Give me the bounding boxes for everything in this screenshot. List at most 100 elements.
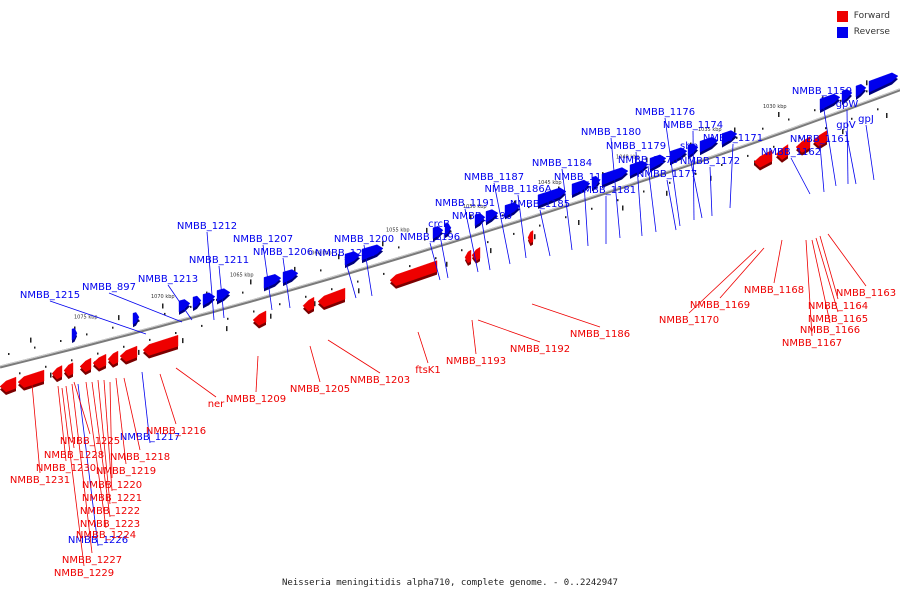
reverse-gene-arrow: [178, 299, 191, 313]
forward-gene-arrow: [0, 376, 17, 393]
leader-line: [805, 239, 813, 337]
leader-line: [539, 209, 551, 257]
axis-major-tick: [382, 241, 384, 247]
axis-minor-tick: [279, 303, 281, 306]
leader-line: [159, 373, 177, 425]
axis-minor-tick: [71, 359, 73, 362]
leader-line: [481, 221, 491, 271]
leader-line: [85, 381, 107, 529]
leader-line: [31, 383, 41, 474]
axis-minor-tick: [175, 332, 177, 334]
axis-tick-label: 1065 kbp: [230, 273, 254, 279]
reverse-gene-arrow: [192, 295, 202, 309]
axis-major-tick: [866, 80, 868, 86]
forward-gene-label: NMBB_1227: [62, 555, 122, 566]
leader-line: [819, 235, 839, 300]
axis-minor-tick: [45, 365, 47, 368]
legend-item-reverse: Reverse: [836, 24, 890, 40]
leader-line: [688, 151, 703, 219]
axis-major-tick: [50, 372, 52, 378]
forward-gene-label: NMBB_1219: [96, 466, 156, 477]
reverse-gene-arrow: [216, 288, 231, 302]
leader-line: [344, 258, 357, 299]
axis-major-tick: [446, 261, 448, 267]
axis-minor-tick: [591, 207, 593, 210]
reverse-gene-label: NMBB_1185: [510, 199, 570, 210]
axis-major-tick: [314, 301, 316, 307]
leader-line: [77, 383, 99, 547]
axis-tick-label: 1075 kbp: [74, 314, 98, 320]
axis-major-tick: [470, 214, 472, 220]
forward-gene-arrow: [464, 249, 472, 264]
forward-gene-arrow: [775, 144, 789, 160]
leader-line: [719, 247, 765, 299]
axis-minor-tick: [320, 269, 322, 272]
leader-line: [845, 130, 857, 185]
forward-gene-label: NMBB_1203: [350, 375, 410, 386]
forward-gene-label: NMBB_1164: [808, 301, 868, 312]
forward-gene-arrow: [252, 310, 267, 326]
forward-gene-label: NMBB_1193: [446, 356, 506, 367]
reverse-gene-arrow: [504, 202, 521, 217]
axis-minor-tick: [565, 216, 567, 219]
axis-minor-tick: [123, 345, 125, 348]
leader-line: [175, 367, 217, 398]
axis-tick-label: 1045 kbp: [538, 180, 562, 186]
axis-minor-tick: [305, 295, 307, 298]
axis-minor-tick: [825, 127, 827, 130]
reverse-gene-arrow: [591, 175, 601, 189]
axis-minor-tick: [357, 280, 359, 283]
leader-line: [61, 387, 85, 567]
axis-minor-tick: [461, 249, 463, 252]
reverse-gene-arrow: [819, 93, 841, 111]
leader-line: [206, 231, 215, 321]
axis-major-tick: [338, 254, 340, 260]
axis-minor-tick: [398, 246, 400, 249]
leader-line: [664, 117, 681, 227]
axis-major-tick: [778, 112, 780, 117]
reverse-gene-arrow: [571, 179, 591, 196]
leader-line: [821, 96, 837, 187]
axis-tick-label: 1035 kbp: [698, 127, 722, 133]
axis-minor-tick: [450, 230, 452, 233]
forward-gene-arrow: [119, 345, 138, 362]
reverse-gene-label: NMBB_1187: [464, 172, 524, 183]
forward-gene-label: NMBB_1221: [82, 493, 142, 504]
reverse-gene-label: crcB: [428, 219, 450, 230]
axis-minor-tick: [814, 109, 816, 112]
axis-minor-tick: [190, 305, 192, 308]
reverse-gene-label: NMBB_1176: [635, 107, 695, 118]
axis-tick-label: 1055 kbp: [386, 227, 410, 233]
reverse-gene-arrow: [361, 244, 384, 261]
axis-minor-tick: [617, 199, 619, 202]
forward-gene-label: NMBB_1166: [800, 325, 860, 336]
leader-line: [103, 379, 113, 492]
leader-line: [561, 168, 573, 251]
leader-line: [97, 379, 111, 505]
legend-item-forward: Forward: [836, 8, 890, 24]
axis-tick-label: 1040 kbp: [616, 155, 640, 161]
axis-minor-tick: [747, 154, 749, 157]
forward-gene-arrow: [795, 136, 811, 153]
axis-major-tick: [842, 129, 844, 135]
forward-gene-arrow: [812, 130, 828, 147]
axis-minor-tick: [773, 145, 775, 148]
leader-line: [141, 371, 151, 444]
axis-major-tick: [182, 338, 184, 344]
reverse-gene-label: NMBB_1212: [177, 221, 237, 232]
forward-gene-label: NMBB_1209: [226, 394, 286, 405]
leader-line: [363, 244, 373, 297]
forward-gene-label: NMBB_1228: [44, 450, 104, 461]
legend: Forward Reverse: [836, 8, 890, 40]
axis-major-tick: [294, 266, 296, 272]
leader-line: [827, 233, 867, 287]
axis-major-tick: [118, 315, 120, 321]
axis-major-tick: [666, 190, 668, 196]
reverse-gene-label: NMBB_1179: [606, 141, 666, 152]
axis-minor-tick: [34, 346, 36, 349]
axis-major-tick: [490, 248, 492, 254]
forward-gene-arrow: [317, 287, 346, 308]
forward-gene-label: NMBB_1170: [659, 315, 719, 326]
genome-axis-highlight: [0, 88, 900, 367]
leader-line: [282, 257, 291, 309]
